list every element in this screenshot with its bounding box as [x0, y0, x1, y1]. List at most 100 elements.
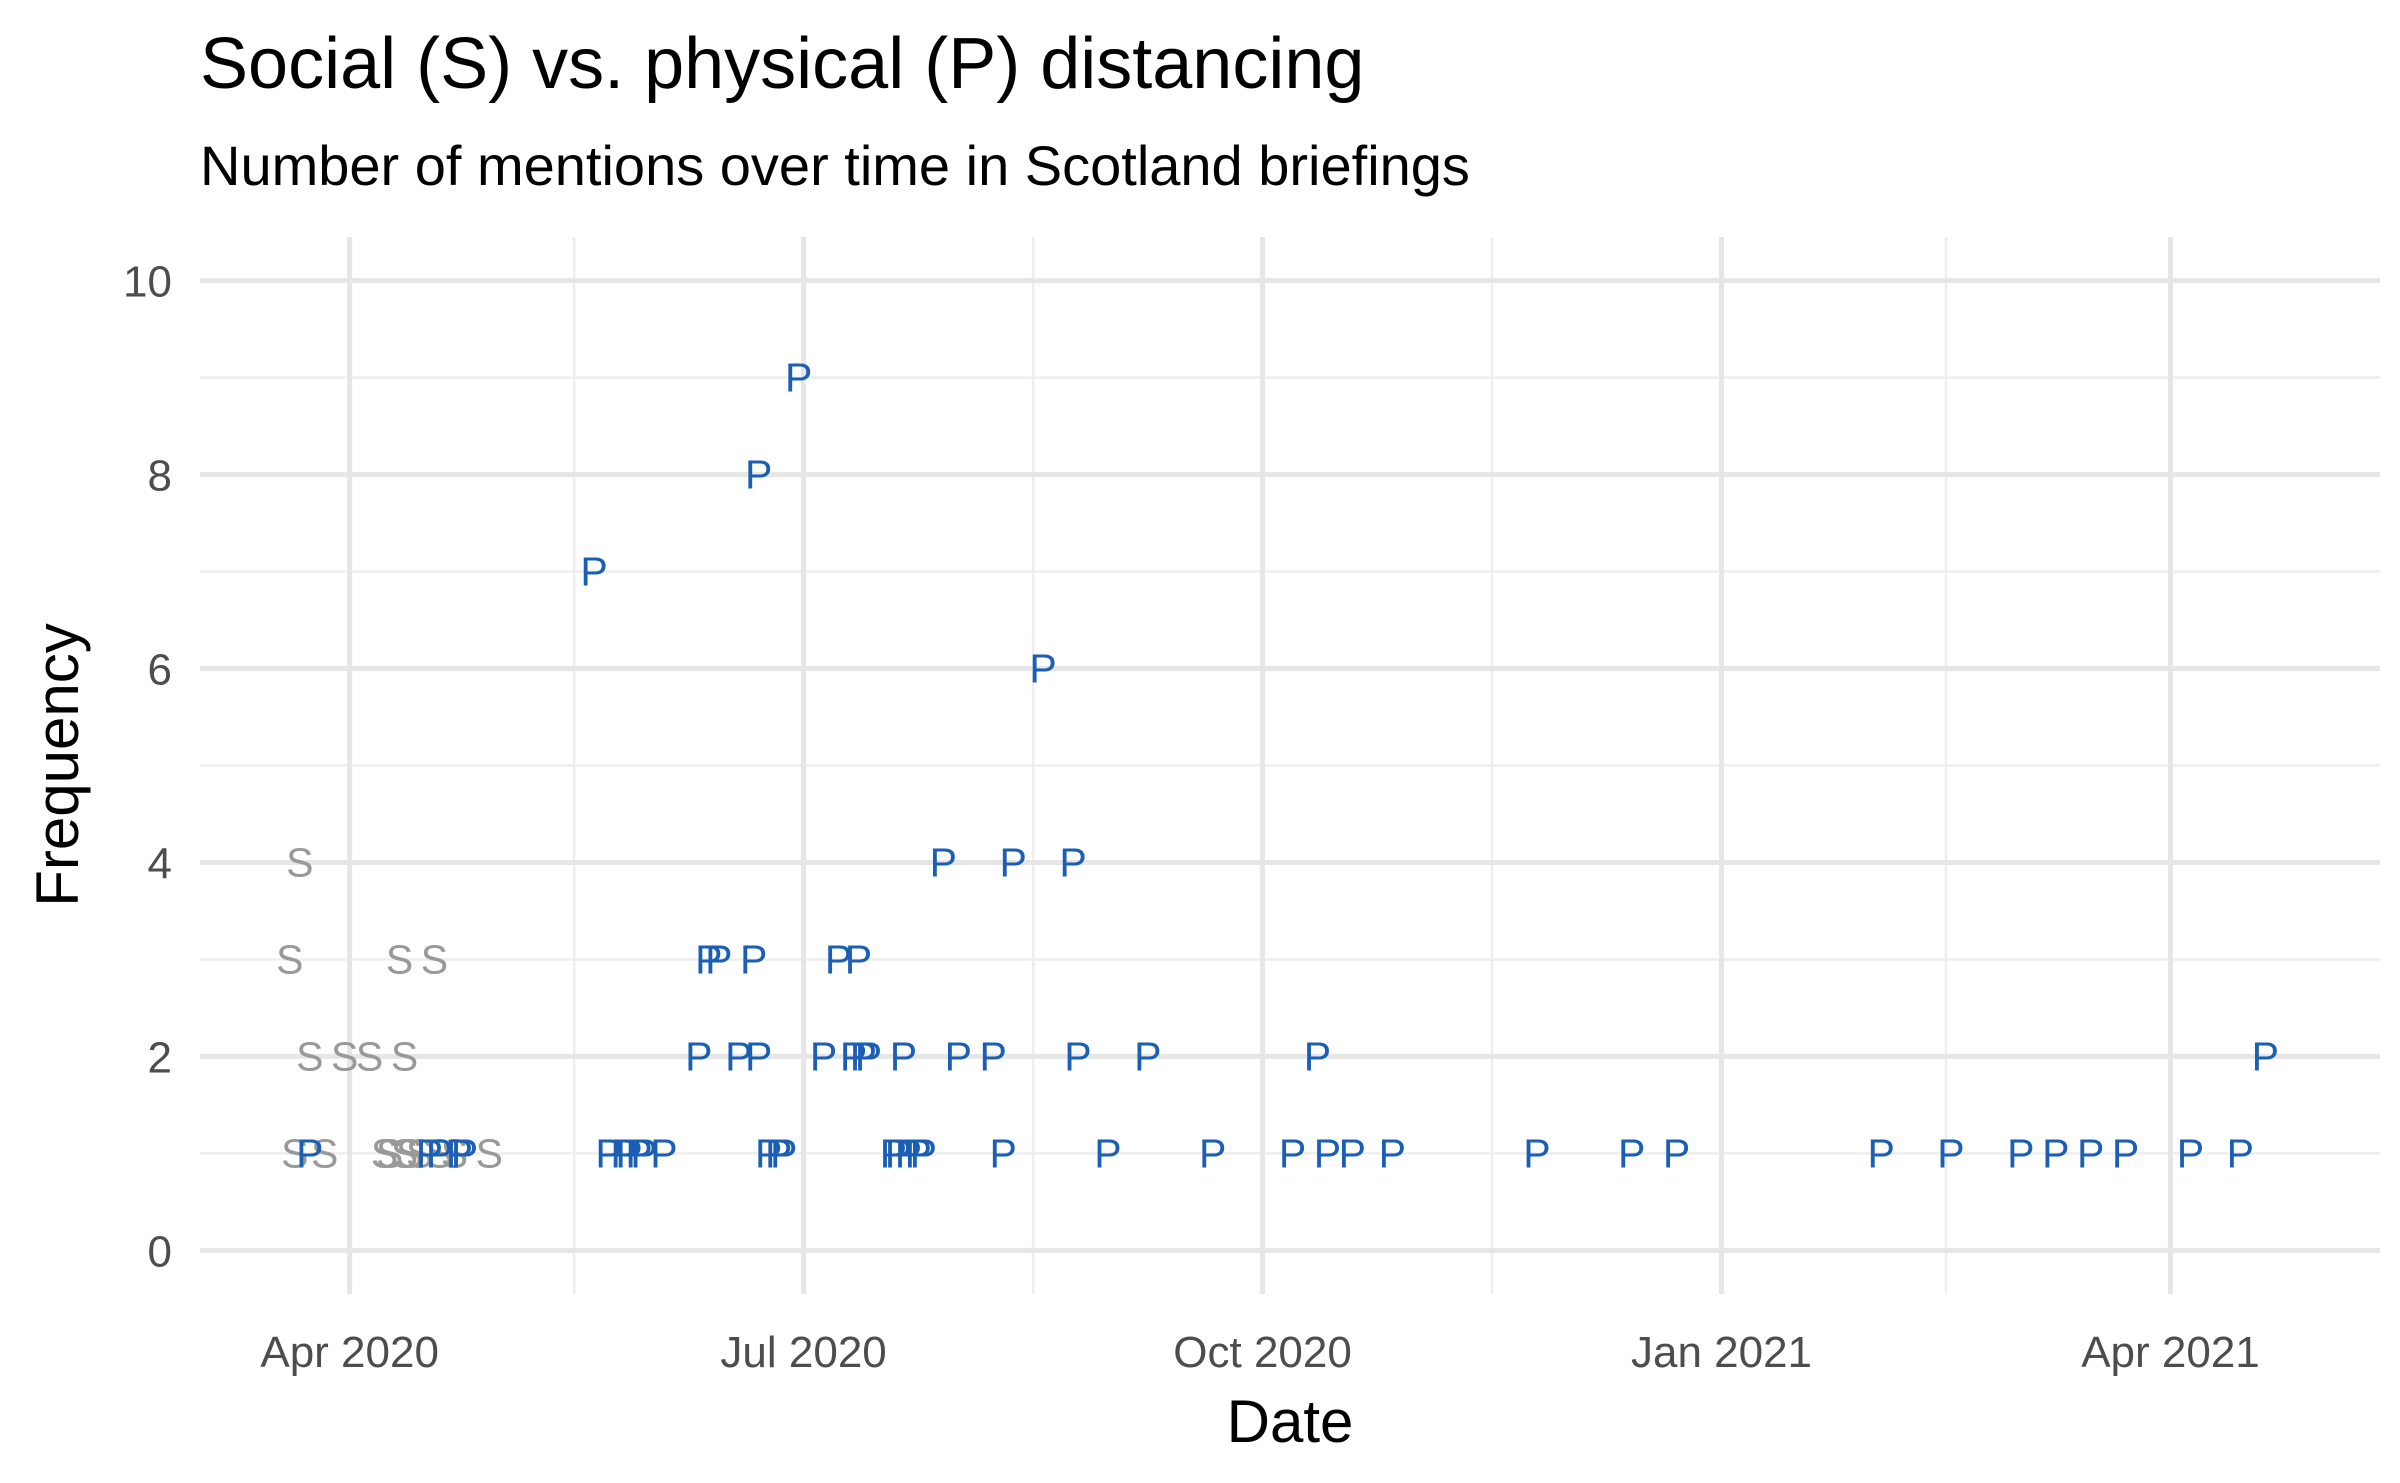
physical-mark: P [999, 839, 1026, 885]
physical-mark: P [755, 1130, 782, 1176]
physical-mark: P [895, 1130, 922, 1176]
social-mark: S [421, 936, 448, 982]
physical-mark: P [1663, 1130, 1690, 1176]
physical-mark: P [685, 1033, 712, 1079]
x-tick-label: Jul 2020 [720, 1328, 886, 1377]
physical-mark: P [855, 1033, 882, 1079]
y-tick-label: 8 [148, 452, 172, 501]
physical-mark: P [745, 1033, 772, 1079]
y-tick-label: 4 [148, 839, 172, 888]
social-mark: S [331, 1033, 358, 1079]
physical-mark: P [880, 1130, 907, 1176]
physical-mark: P [1867, 1130, 1894, 1176]
physical-mark: P [580, 549, 607, 595]
major-gridlines [200, 237, 2380, 1294]
physical-mark: P [850, 1033, 877, 1079]
physical-mark: P [615, 1130, 642, 1176]
social-mark: S [286, 839, 313, 885]
physical-mark: P [1059, 839, 1086, 885]
physical-mark: P [725, 1033, 752, 1079]
physical-mark: P [1064, 1033, 1091, 1079]
social-mark: S [476, 1130, 503, 1176]
x-axis-title: Date [1227, 1388, 1354, 1455]
physical-mark: P [2252, 1033, 2279, 1079]
physical-mark: P [989, 1130, 1016, 1176]
social-mark: S [426, 1130, 453, 1176]
y-axis-title: Frequency [24, 623, 91, 906]
y-tick-label: 0 [148, 1227, 172, 1276]
social-mark: S [376, 1130, 403, 1176]
social-mark: S [406, 1130, 433, 1176]
physical-mark: P [930, 839, 957, 885]
physical-mark: P [2007, 1130, 2034, 1176]
minor-gridlines [200, 237, 2380, 1294]
physical-mark: P [650, 1130, 677, 1176]
physical-mark: P [695, 936, 722, 982]
physical-mark: P [785, 355, 812, 401]
physical-mark: P [705, 936, 732, 982]
y-tick-label: 2 [148, 1033, 172, 1082]
physical-mark: P [2042, 1130, 2069, 1176]
social-mark: S [391, 1130, 418, 1176]
physical-mark: P [810, 1033, 837, 1079]
physical-mark: P [296, 1130, 323, 1176]
x-tick-label: Oct 2020 [1173, 1328, 1352, 1377]
social-mark: S [371, 1130, 398, 1176]
x-tick-label: Jan 2021 [1631, 1328, 1812, 1377]
physical-mark: P [1199, 1130, 1226, 1176]
physical-mark: P [426, 1130, 453, 1176]
physical-mark: P [625, 1130, 652, 1176]
physical-mark: P [745, 452, 772, 498]
social-mark: S [396, 1130, 423, 1176]
social-mark: S [386, 936, 413, 982]
social-mark: S [356, 1033, 383, 1079]
physical-mark: P [1618, 1130, 1645, 1176]
physical-mark: P [840, 1033, 867, 1079]
chart-subtitle: Number of mentions over time in Scotland… [200, 134, 1470, 197]
physical-mark: P [845, 936, 872, 982]
physical-mark: P [910, 1130, 937, 1176]
physical-mark: P [1523, 1130, 1550, 1176]
physical-mark: P [980, 1033, 1007, 1079]
physical-mark: P [1937, 1130, 1964, 1176]
physical-mark: P [1314, 1130, 1341, 1176]
physical-mark: P [770, 1130, 797, 1176]
physical-mark: P [1304, 1033, 1331, 1079]
physical-mark: P [2077, 1130, 2104, 1176]
physical-mark: P [885, 1130, 912, 1176]
physical-mark: P [610, 1130, 637, 1176]
physical-mark: P [740, 936, 767, 982]
chart-title: Social (S) vs. physical (P) distancing [200, 24, 1364, 104]
physical-mark: P [1094, 1130, 1121, 1176]
tick-labels: 0 2 4 6 8 10 Apr 2020 Jul 2020 Oct 2020 Jan 2021 A… [123, 258, 2260, 1377]
social-mark: S [276, 936, 303, 982]
social-mark: S [296, 1033, 323, 1079]
physical-mark: P [2112, 1130, 2139, 1176]
physical-mark: P [416, 1130, 443, 1176]
physical-mark: P [945, 1033, 972, 1079]
social-mark: S [441, 1130, 468, 1176]
social-mark: S [281, 1130, 308, 1176]
y-tick-label: 6 [148, 646, 172, 695]
physical-mark: P [595, 1130, 622, 1176]
physical-mark: P [2227, 1130, 2254, 1176]
social-mark: S [391, 1033, 418, 1079]
physical-mark: P [446, 1130, 473, 1176]
physical-mark: P [2177, 1130, 2204, 1176]
x-tick-label: Apr 2020 [260, 1328, 439, 1377]
physical-mark: P [890, 1033, 917, 1079]
physical-mark: P [451, 1130, 478, 1176]
physical-mark: P [1134, 1033, 1161, 1079]
x-tick-label: Apr 2021 [2081, 1328, 2260, 1377]
physical-mark: P [1029, 646, 1056, 692]
physical-mark: P [1279, 1130, 1306, 1176]
physical-mark: P [905, 1130, 932, 1176]
physical-mark: P [1379, 1130, 1406, 1176]
physical-mark: P [825, 936, 852, 982]
y-tick-label: 10 [123, 258, 172, 307]
social-mark: S [311, 1130, 338, 1176]
physical-mark: P [765, 1130, 792, 1176]
